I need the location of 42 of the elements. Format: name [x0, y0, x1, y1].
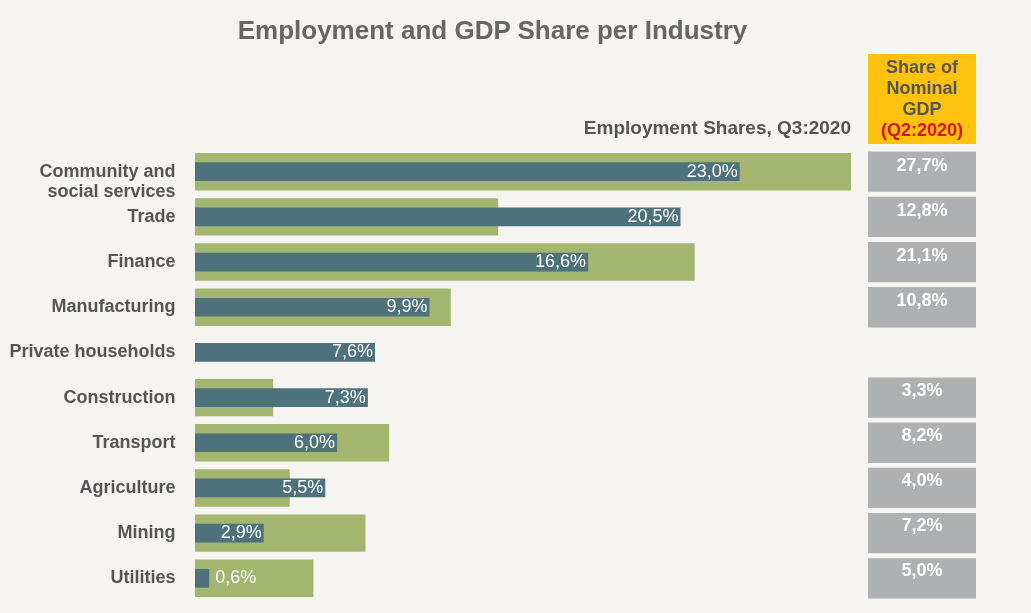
bar: [195, 297, 430, 317]
data-label: 0,6%: [215, 567, 257, 588]
bar: [195, 343, 375, 362]
bar: [195, 388, 368, 407]
data-label: 4,0%: [901, 469, 943, 490]
bar: [195, 162, 740, 182]
bar: [195, 568, 210, 588]
y-tick-label: Manufacturing: [51, 296, 176, 317]
text: Share of Nominal GDP: [885, 57, 960, 119]
data-label: 7,6%: [331, 341, 373, 362]
data-label: 21,1%: [896, 244, 948, 265]
data-label: 7,2%: [901, 514, 943, 535]
y-tick-label: Finance: [107, 251, 176, 272]
data-label: 16,6%: [535, 251, 587, 272]
data-label: 2,9%: [220, 522, 262, 543]
bar: [195, 433, 338, 453]
y-tick-label: Construction: [63, 386, 176, 407]
data-label: 7,3%: [324, 386, 366, 407]
y-tick-label: Mining: [117, 522, 176, 543]
data-label: 20,5%: [627, 205, 679, 226]
y-tick-label: Utilities: [110, 567, 176, 588]
data-label: 6,0%: [294, 431, 336, 452]
data-label: 8,2%: [901, 424, 943, 445]
y-tick-label: Agriculture: [79, 476, 176, 497]
data-label: 12,8%: [896, 199, 948, 220]
bar: [195, 207, 681, 227]
data-label: 10,8%: [896, 289, 948, 310]
y-tick-label: Private households: [9, 341, 176, 362]
chart-subtitle: Employment Shares, Q3:2020: [583, 117, 851, 138]
data-label: 9,9%: [386, 296, 428, 317]
y-tick-label: Trade: [127, 205, 176, 226]
chart-title: Employment and GDP Share per Industry: [237, 15, 748, 45]
data-label: 5,5%: [282, 476, 324, 497]
data-label: 23,0%: [686, 160, 738, 181]
data-label: 27,7%: [896, 154, 948, 175]
bar: [195, 559, 314, 598]
y-tick-label: Community and social services: [39, 160, 176, 201]
data-label: 5,0%: [901, 559, 943, 580]
data-label: 3,3%: [901, 379, 943, 400]
bar: [195, 252, 589, 272]
y-tick-label: Transport: [92, 431, 176, 452]
text: (Q2:2020): [880, 120, 964, 140]
